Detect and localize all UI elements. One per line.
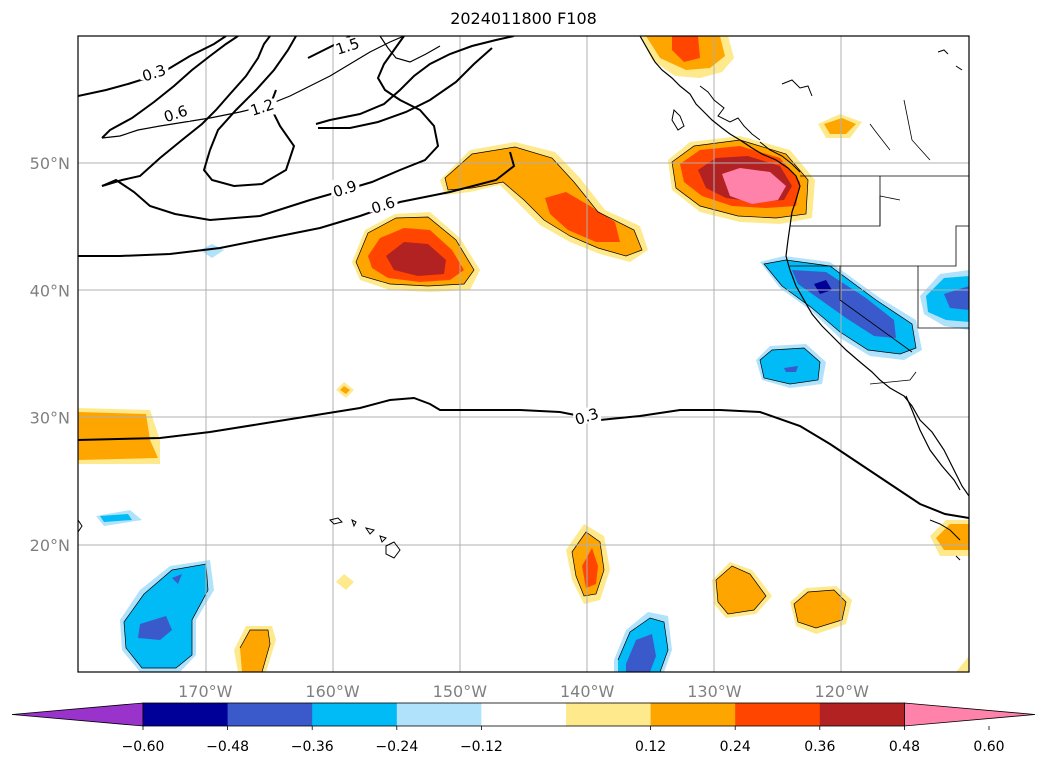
contour-labels: 0.30.61.51.20.90.60.3 [140,34,602,429]
contour-label-background [331,179,360,196]
colorbar-tick-label: 0.24 [720,739,751,755]
colorbar-tick-label: 0.36 [804,739,835,755]
colorbar-segment [143,703,229,726]
colorbar-tick-label: −0.48 [206,739,249,755]
coastlines [78,36,969,561]
latitude-label: 50°N [30,154,70,173]
colorbar-segment [735,703,821,726]
latitude-label: 20°N [30,536,70,555]
colorbar-right-extension [904,702,1036,727]
colorbar-tick-labels: −0.60 −0.48 −0.36 −0.24 −0.12 0.12 0.24 0.36 0.4… [122,726,1005,755]
longitude-label: 130°W [687,682,742,701]
colorbar-tick-label: 0.60 [973,739,1004,755]
colorbar-tick-label: −0.36 [291,739,334,755]
latitude-labels: 50°N 40°N 30°N 20°N [30,154,70,555]
colorbar-tick-label: −0.60 [122,739,165,755]
colorbar-segment [650,703,736,726]
colorbar-segment [481,703,567,726]
colorbar-tick-label: −0.12 [460,739,503,755]
longitude-label: 160°W [305,682,360,701]
map-title: 2024011800 F108 [450,9,597,28]
contour-label-background [333,37,362,54]
contour-label-background [140,64,169,81]
longitude-label: 120°W [815,682,870,701]
contour-label-background [369,196,398,213]
colorbar-segment [566,703,652,726]
longitude-labels: 170°W 160°W 150°W 140°W 130°W 120°W [178,682,869,701]
latitude-label: 30°N [30,409,70,428]
longitude-label: 150°W [433,682,488,701]
colorbar-left-extension [11,702,144,727]
colorbar-segment [819,703,905,726]
colorbar-segment [227,703,313,726]
bold-contours [78,36,969,519]
colorbar-tick-label: −0.24 [375,739,418,755]
colorbar-segment [396,703,482,726]
longitude-label: 170°W [178,682,233,701]
longitude-label: 140°W [560,682,615,701]
latitude-label: 40°N [30,281,70,300]
colorbar-tick-label: 0.48 [889,739,920,755]
colorbar-tick-label: 0.12 [635,739,666,755]
colorbar-frame [142,702,905,727]
colorbar [11,702,1036,727]
anomaly-shading [78,36,969,672]
thin-contours [123,139,917,672]
colorbar-segment [312,703,398,726]
contour-label-background [162,104,191,121]
contour-label-background [573,407,602,424]
contour-label-background [248,98,277,115]
map-gridlines [78,36,969,672]
map-frame [77,35,970,673]
